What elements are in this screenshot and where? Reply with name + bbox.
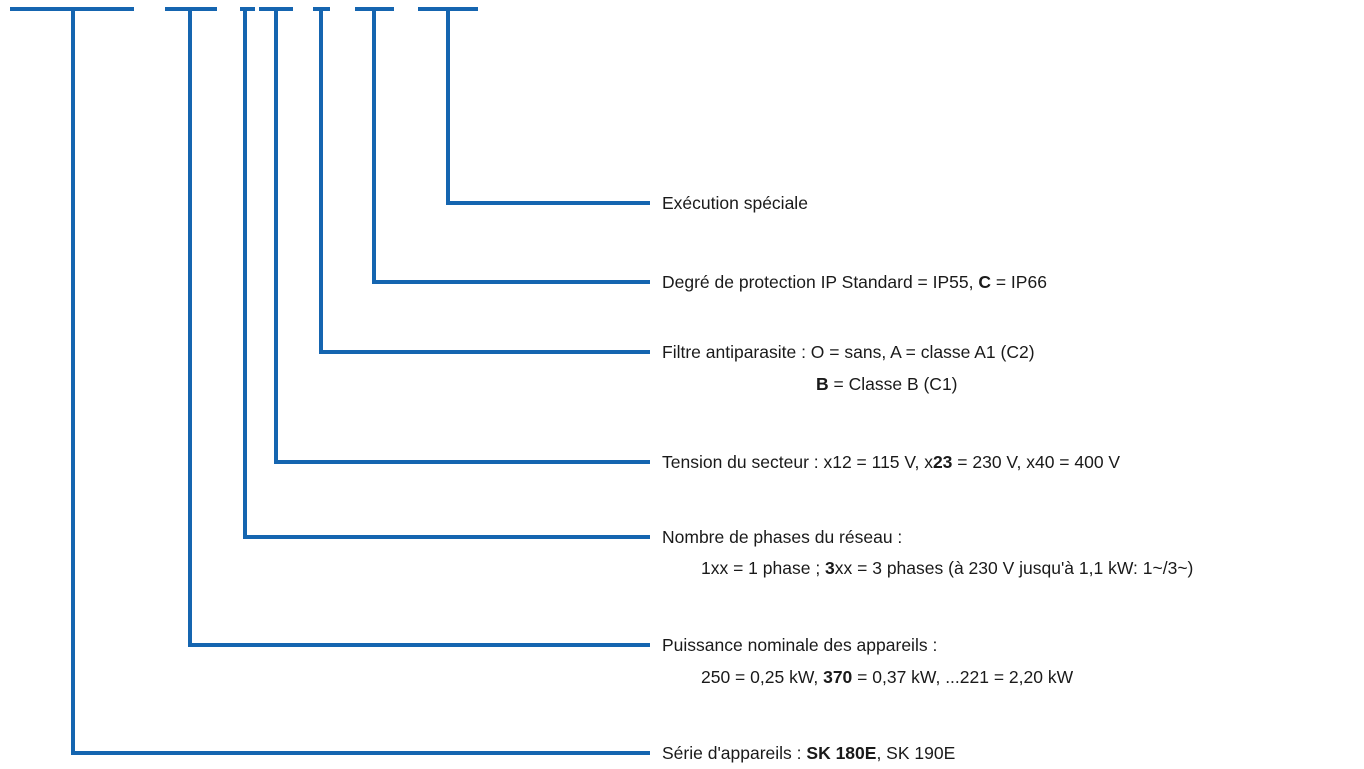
- text-run: Nombre de phases du réseau :: [662, 527, 903, 547]
- text-run: Tension du secteur : x12 = 115 V, x: [662, 452, 933, 472]
- connector-voltage: [274, 9, 650, 464]
- text-run: xx = 3 phases (à 230 V jusqu'à 1,1 kW: 1…: [834, 558, 1194, 578]
- text-run: = 0,37 kW, ...221 = 2,20 kW: [852, 667, 1074, 687]
- label-mains-voltage: Tension du secteur : x12 = 115 V, x23 = …: [662, 451, 1120, 473]
- text-run: = 230 V, x40 = 400 V: [952, 452, 1121, 472]
- label-phases-line2: 1xx = 1 phase ; 3xx = 3 phases (à 230 V …: [701, 557, 1193, 579]
- text-run: Série d'appareils :: [662, 743, 807, 763]
- bold-code: 23: [932, 452, 953, 472]
- label-ip-protection: Degré de protection IP Standard = IP55, …: [662, 271, 1047, 293]
- connector-special: [446, 9, 650, 205]
- text-run: Exécution spéciale: [662, 193, 808, 213]
- label-phases: Nombre de phases du réseau :: [662, 526, 902, 548]
- text-run: 1xx = 1 phase ;: [701, 558, 826, 578]
- text-run: , SK 190E: [876, 743, 956, 763]
- label-special-execution: Exécution spéciale: [662, 192, 808, 214]
- label-filter-line2: B = Classe B (C1): [816, 373, 958, 395]
- connector-power: [188, 9, 650, 647]
- connector-ip: [372, 9, 650, 284]
- connector-phases: [243, 9, 650, 539]
- bold-code: B: [816, 374, 829, 394]
- label-nominal-power-line2: 250 = 0,25 kW, 370 = 0,37 kW, ...221 = 2…: [701, 666, 1073, 688]
- label-nominal-power: Puissance nominale des appareils :: [662, 634, 937, 656]
- text-run: = IP66: [990, 272, 1047, 292]
- bold-code: 3: [825, 558, 835, 578]
- text-run: Puissance nominale des appareils :: [662, 635, 938, 655]
- text-run: Filtre antiparasite : O = sans, A = clas…: [662, 342, 1035, 362]
- connector-series: [71, 9, 650, 755]
- text-run: = Classe B (C1): [828, 374, 958, 394]
- label-filter: Filtre antiparasite : O = sans, A = clas…: [662, 341, 1035, 363]
- connector-filter: [319, 9, 650, 354]
- text-run: 250 = 0,25 kW,: [701, 667, 824, 687]
- label-device-series: Série d'appareils : SK 180E, SK 190E: [662, 742, 955, 764]
- bold-code: C: [978, 272, 991, 292]
- text-run: Degré de protection IP Standard = IP55,: [662, 272, 979, 292]
- bold-code: SK 180E: [806, 743, 877, 763]
- bold-code: 370: [823, 667, 853, 687]
